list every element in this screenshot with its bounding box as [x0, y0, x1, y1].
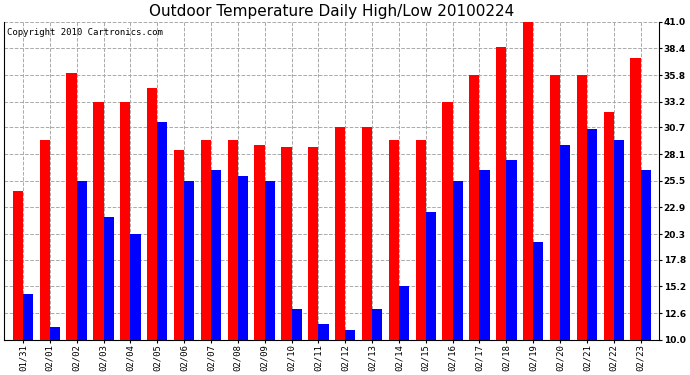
Bar — [388, 140, 399, 375]
Bar — [228, 140, 238, 375]
Bar — [130, 234, 141, 375]
Bar — [255, 145, 265, 375]
Bar — [147, 88, 157, 375]
Bar — [426, 211, 436, 375]
Bar — [415, 140, 426, 375]
Bar — [291, 309, 302, 375]
Bar — [604, 112, 614, 375]
Bar — [506, 160, 517, 375]
Bar — [631, 58, 640, 375]
Bar — [335, 128, 345, 375]
Bar — [211, 171, 221, 375]
Bar — [533, 242, 544, 375]
Bar — [345, 330, 355, 375]
Bar — [93, 102, 104, 375]
Bar — [265, 181, 275, 375]
Bar — [238, 176, 248, 375]
Bar — [12, 191, 23, 375]
Bar — [50, 327, 60, 375]
Bar — [104, 217, 114, 375]
Bar — [362, 128, 372, 375]
Bar — [399, 286, 409, 375]
Title: Outdoor Temperature Daily High/Low 20100224: Outdoor Temperature Daily High/Low 20100… — [149, 4, 515, 19]
Bar — [39, 140, 50, 375]
Bar — [23, 294, 33, 375]
Bar — [523, 22, 533, 375]
Bar — [560, 145, 570, 375]
Bar — [184, 181, 195, 375]
Bar — [120, 102, 130, 375]
Bar — [77, 181, 87, 375]
Bar — [587, 129, 597, 375]
Bar — [66, 73, 77, 375]
Bar — [157, 122, 168, 375]
Bar — [442, 102, 453, 375]
Bar — [614, 140, 624, 375]
Bar — [201, 140, 211, 375]
Bar — [640, 171, 651, 375]
Bar — [453, 181, 463, 375]
Bar — [282, 147, 291, 375]
Bar — [577, 75, 587, 375]
Bar — [550, 75, 560, 375]
Text: Copyright 2010 Cartronics.com: Copyright 2010 Cartronics.com — [8, 28, 164, 37]
Bar — [308, 147, 318, 375]
Bar — [318, 324, 328, 375]
Bar — [174, 150, 184, 375]
Bar — [480, 171, 490, 375]
Bar — [469, 75, 480, 375]
Bar — [372, 309, 382, 375]
Bar — [496, 47, 506, 375]
